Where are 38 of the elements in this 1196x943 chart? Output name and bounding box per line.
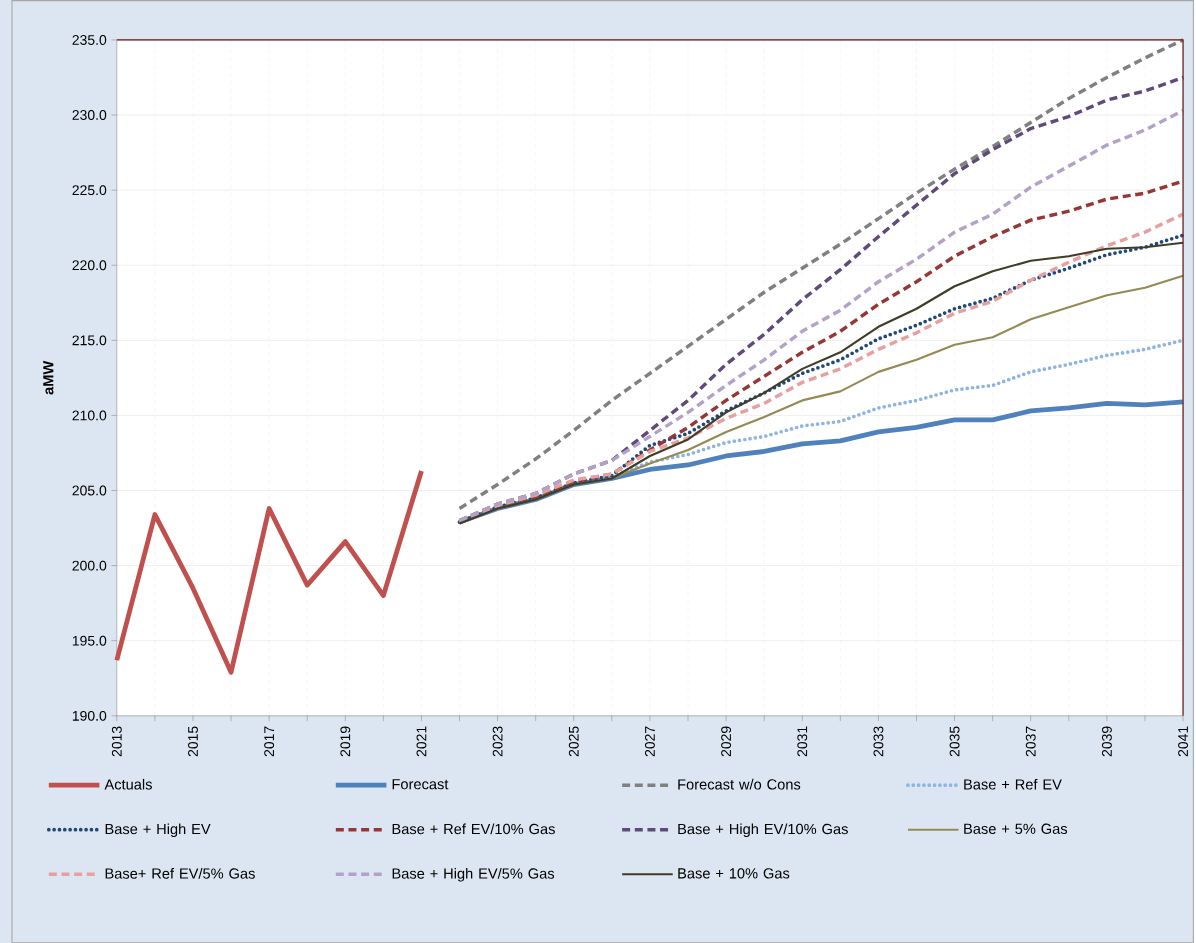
x-tick-label: 2017	[264, 726, 275, 757]
y-tick-label: 230.0	[72, 109, 107, 120]
y-tick-label: 225.0	[72, 184, 107, 195]
x-tick-label: 2021	[416, 726, 427, 757]
y-tick-label: 200.0	[72, 560, 107, 571]
x-tick-label: 2039	[1101, 726, 1112, 757]
y-tick-label: 220.0	[72, 260, 107, 270]
legend-label: Base + Ref EV	[964, 778, 1062, 790]
x-tick-label: 2027	[645, 726, 655, 757]
legend-label: Base + High EV/10% Gas	[678, 823, 848, 837]
legend-label: Base + 5% Gas	[964, 823, 1068, 834]
x-tick-label: 2033	[873, 726, 884, 757]
x-tick-label: 2031	[797, 726, 808, 757]
y-tick-label: 210.0	[72, 410, 107, 421]
x-tick-label: 2023	[492, 726, 503, 757]
y-tick-label: 235.0	[72, 34, 107, 45]
x-tick-label: 2013	[111, 726, 122, 757]
y-tick-label: 215.0	[72, 335, 107, 346]
x-tick-label: 2041	[1178, 726, 1189, 757]
legend-label: Base + High EV/5% Gas	[392, 867, 555, 882]
x-tick-label: 2025	[568, 726, 579, 757]
legend-label: Base + 10% Gas	[678, 867, 790, 879]
y-tick-label: 190.0	[72, 710, 107, 721]
y-tick-label: 205.0	[72, 485, 107, 496]
legend-label: Forecast	[392, 778, 449, 790]
x-tick-label: 2029	[721, 726, 732, 757]
legend-label: Forecast w/o Cons	[678, 778, 801, 790]
x-tick-label: 2035	[949, 726, 960, 757]
y-axis-title: aMW	[43, 360, 54, 395]
x-tick-label: 2037	[1025, 726, 1036, 757]
legend-label: Base + Ref EV/10% Gas	[392, 823, 555, 834]
x-tick-label: 2015	[188, 726, 198, 757]
legend-label: Actuals	[104, 778, 152, 790]
line-series	[114, 468, 424, 675]
legend-label: Base + High EV	[105, 823, 211, 837]
x-tick-label: 2019	[340, 726, 351, 757]
legend-label: Base+ Ref EV/5% Gas	[105, 867, 255, 879]
y-tick-label: 195.0	[72, 635, 107, 646]
